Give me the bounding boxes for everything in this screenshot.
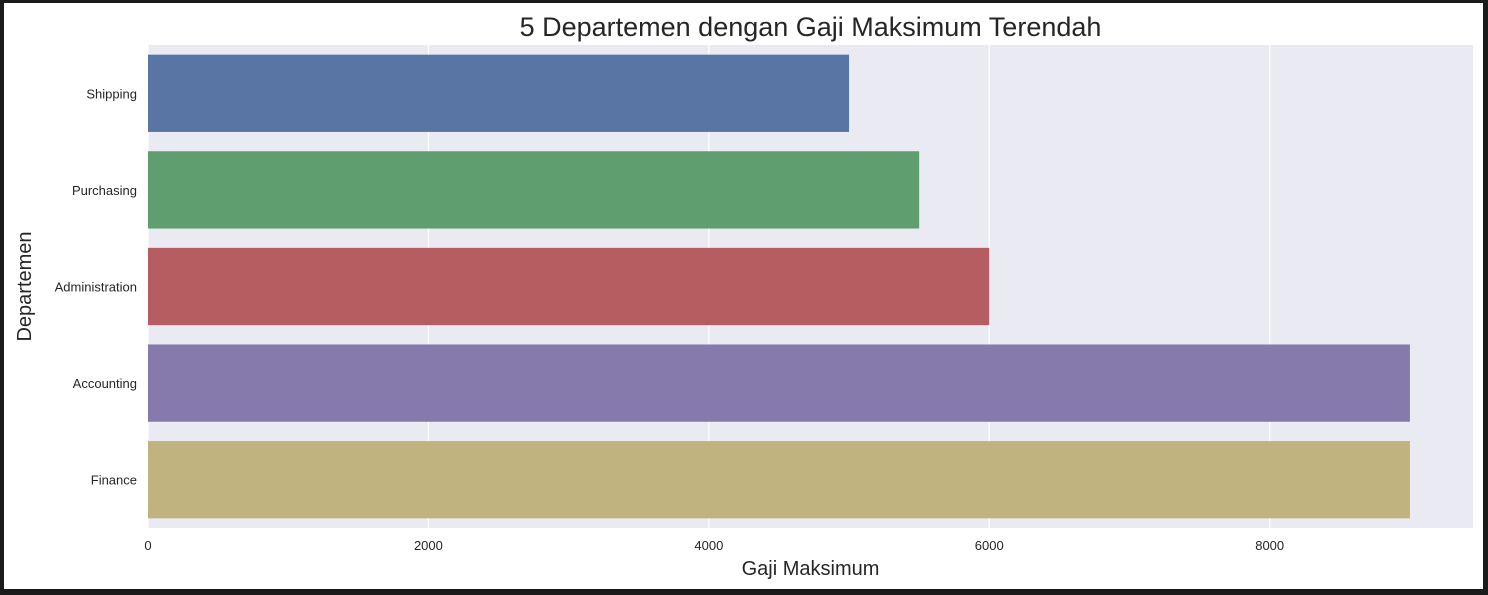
x-tick-labels: 0 2000 4000 6000 8000 — [144, 538, 1284, 553]
y-tick-label: Accounting — [73, 376, 137, 391]
x-tick-label: 6000 — [975, 538, 1004, 553]
chart-title: 5 Departemen dengan Gaji Maksimum Terend… — [520, 12, 1102, 42]
y-tick-label: Purchasing — [72, 183, 137, 198]
x-tick-label: 0 — [144, 538, 151, 553]
x-tick-label: 8000 — [1255, 538, 1284, 553]
y-tick-label: Finance — [91, 473, 137, 488]
x-axis-label: Gaji Maksimum — [742, 558, 880, 580]
bar-purchasing — [148, 151, 920, 229]
bar-shipping — [148, 54, 850, 132]
bar-administration — [148, 247, 990, 326]
x-tick-label: 2000 — [414, 538, 443, 553]
bar-finance — [148, 441, 1410, 519]
y-tick-label: Shipping — [86, 86, 137, 101]
y-tick-labels: Shipping Purchasing Administration Accounti… — [55, 86, 137, 487]
x-tick-label: 4000 — [694, 538, 723, 553]
bar-accounting — [148, 344, 1410, 422]
y-tick-label: Administration — [55, 280, 137, 295]
y-axis-label: Departemen — [14, 231, 36, 341]
bars — [148, 54, 1410, 519]
